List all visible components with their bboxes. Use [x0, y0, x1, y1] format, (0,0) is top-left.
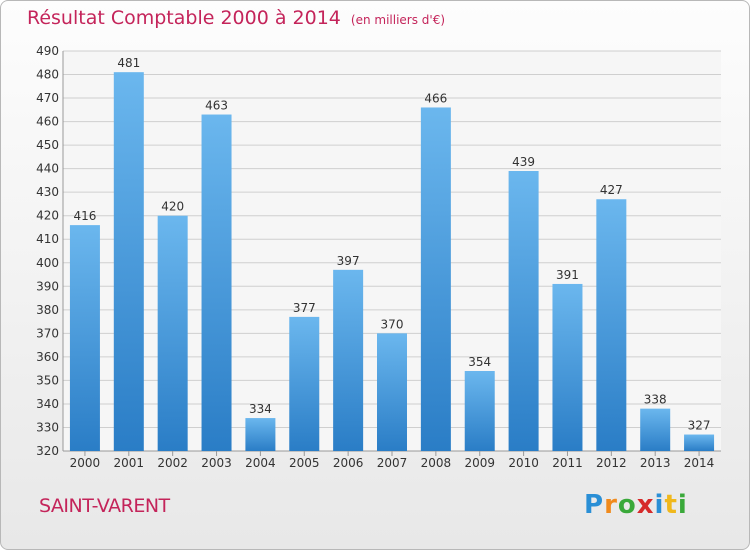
- y-tick-label: 450: [36, 138, 59, 152]
- bar: [69, 225, 100, 451]
- y-tick-label: 410: [36, 232, 59, 246]
- y-tick-label: 430: [36, 185, 59, 199]
- x-tick-label: 2003: [201, 456, 232, 470]
- x-tick-label: 2008: [421, 456, 452, 470]
- y-tick-label: 470: [36, 91, 59, 105]
- bar-value-label: 481: [117, 56, 140, 70]
- x-tick-label: 2011: [552, 456, 583, 470]
- y-tick-label: 340: [36, 397, 59, 411]
- bar-value-label: 466: [424, 91, 447, 105]
- y-tick-label: 440: [36, 162, 59, 176]
- x-tick-label: 2014: [684, 456, 715, 470]
- x-tick-label: 2010: [508, 456, 539, 470]
- y-tick-label: 360: [36, 350, 59, 364]
- bar: [508, 171, 539, 451]
- chart-subtitle: (en milliers d'€): [350, 13, 446, 27]
- bar: [245, 418, 276, 451]
- chart-title: Résultat Comptable 2000 à 2014: [27, 7, 341, 29]
- x-tick-label: 2009: [464, 456, 495, 470]
- bar-value-label: 354: [468, 355, 491, 369]
- y-tick-label: 480: [36, 68, 59, 82]
- y-tick-label: 390: [36, 279, 59, 293]
- bar: [333, 269, 364, 451]
- bar: [201, 114, 232, 451]
- bar: [596, 199, 627, 451]
- logo-letter: t: [664, 490, 678, 520]
- bar-value-label: 463: [205, 99, 228, 113]
- y-tick-label: 350: [36, 373, 59, 387]
- bar-value-label: 427: [600, 183, 623, 197]
- y-tick-label: 380: [36, 303, 59, 317]
- bar: [640, 408, 671, 451]
- x-tick-label: 2012: [596, 456, 627, 470]
- x-tick-label: 2006: [333, 456, 364, 470]
- x-tick-label: 2013: [640, 456, 671, 470]
- x-tick-label: 2005: [289, 456, 320, 470]
- x-tick-label: 2001: [114, 456, 145, 470]
- y-tick-label: 420: [36, 209, 59, 223]
- x-tick-label: 2007: [377, 456, 408, 470]
- logo-letter: r: [604, 490, 618, 520]
- bar-value-label: 334: [249, 402, 272, 416]
- bar: [420, 107, 451, 452]
- bar-value-label: 439: [512, 155, 535, 169]
- proxiti-logo: Proxiti: [584, 490, 688, 520]
- bar: [377, 333, 407, 451]
- bar: [289, 316, 320, 451]
- y-tick-label: 370: [36, 326, 59, 340]
- bar-value-label: 377: [293, 301, 316, 315]
- x-tick-label: 2000: [70, 456, 101, 470]
- bar: [464, 371, 495, 451]
- chart-title-block: Résultat Comptable 2000 à 2014 (en millie…: [27, 7, 445, 29]
- bar-value-label: 420: [161, 200, 184, 214]
- bar-value-label: 327: [688, 419, 711, 433]
- logo-letter: o: [617, 490, 637, 520]
- bar: [113, 72, 144, 452]
- logo-letter: P: [584, 490, 605, 520]
- x-tick-label: 2002: [157, 456, 188, 470]
- bar: [552, 283, 583, 451]
- bar: [684, 434, 715, 451]
- y-tick-label: 330: [36, 420, 59, 434]
- location-label: SAINT-VARENT: [39, 495, 170, 517]
- x-tick-label: 2004: [245, 456, 276, 470]
- bar: [157, 215, 188, 451]
- y-tick-label: 460: [36, 115, 59, 129]
- bar-value-label: 338: [644, 393, 667, 407]
- bar-value-label: 370: [381, 317, 404, 331]
- y-tick-label: 490: [36, 44, 59, 58]
- logo-letter: i: [654, 490, 665, 520]
- bar-value-label: 397: [337, 254, 360, 268]
- logo-letter: i: [677, 490, 688, 520]
- bar-value-label: 416: [73, 209, 96, 223]
- bar-value-label: 391: [556, 268, 579, 282]
- logo-letter: x: [636, 490, 655, 520]
- y-tick-label: 320: [36, 444, 59, 458]
- y-tick-label: 400: [36, 256, 59, 270]
